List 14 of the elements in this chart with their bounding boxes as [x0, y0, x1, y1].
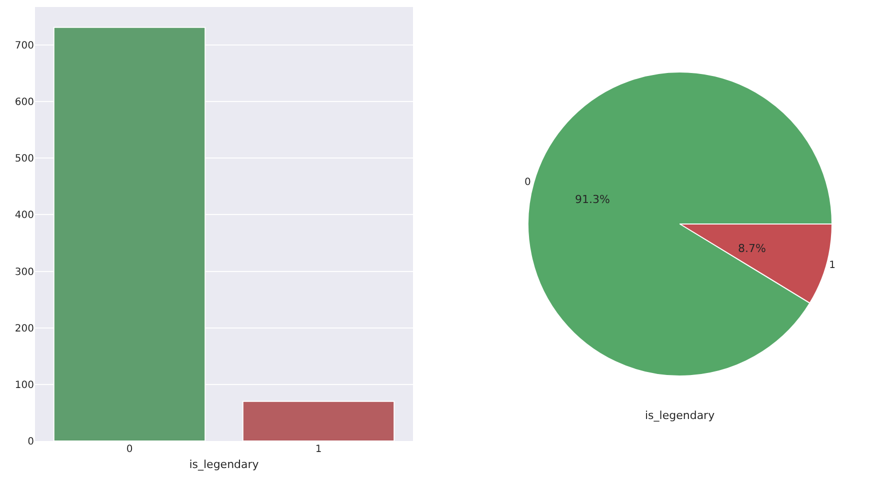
text: is_legendary — [645, 409, 716, 422]
y-tick-label: 600 — [14, 97, 34, 108]
y-tick-label: 0 — [28, 436, 34, 448]
y-tick-label: 700 — [14, 40, 34, 52]
y-tick-label: 100 — [14, 380, 34, 391]
data-label: 8.7% — [738, 242, 766, 255]
data-label: 91.3% — [575, 193, 610, 206]
y-tick-label: 400 — [14, 210, 34, 222]
x-axis-title: is_legendary — [189, 458, 260, 472]
slice-label: 0 — [524, 177, 531, 188]
y-tick-label: 300 — [14, 266, 34, 278]
y-tick-label: 200 — [14, 323, 34, 334]
y-tick-label: 500 — [14, 154, 34, 165]
slice-label: 1 — [829, 260, 836, 271]
